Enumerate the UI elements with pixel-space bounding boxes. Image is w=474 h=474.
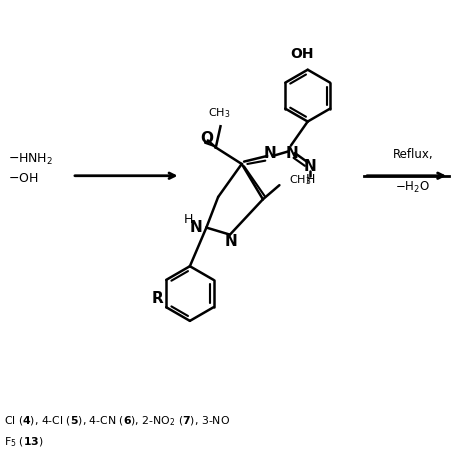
Text: N: N xyxy=(264,146,276,161)
Text: CH$_3$: CH$_3$ xyxy=(289,173,311,187)
Text: R: R xyxy=(152,291,164,306)
Text: N: N xyxy=(304,159,317,174)
Text: H: H xyxy=(184,213,193,226)
Text: N: N xyxy=(190,220,202,235)
Text: OH: OH xyxy=(290,47,314,61)
Text: CH$_3$: CH$_3$ xyxy=(208,106,230,120)
Text: $-$HNH$_2$: $-$HNH$_2$ xyxy=(9,152,53,167)
Text: $-$OH: $-$OH xyxy=(9,172,39,184)
Text: N: N xyxy=(225,234,238,249)
Text: F$_5$ ($\mathbf{13}$): F$_5$ ($\mathbf{13}$) xyxy=(4,435,43,449)
Text: H: H xyxy=(305,173,315,186)
Text: O: O xyxy=(200,130,213,146)
Text: Cl ($\mathbf{4}$), 4-Cl ($\mathbf{5}$), 4-CN ($\mathbf{6}$), 2-NO$_2$ ($\mathbf{: Cl ($\mathbf{4}$), 4-Cl ($\mathbf{5}$), … xyxy=(4,414,230,428)
Text: $-$H$_2$O: $-$H$_2$O xyxy=(395,180,430,195)
Text: Reflux,: Reflux, xyxy=(392,148,433,161)
Text: N: N xyxy=(286,146,299,161)
